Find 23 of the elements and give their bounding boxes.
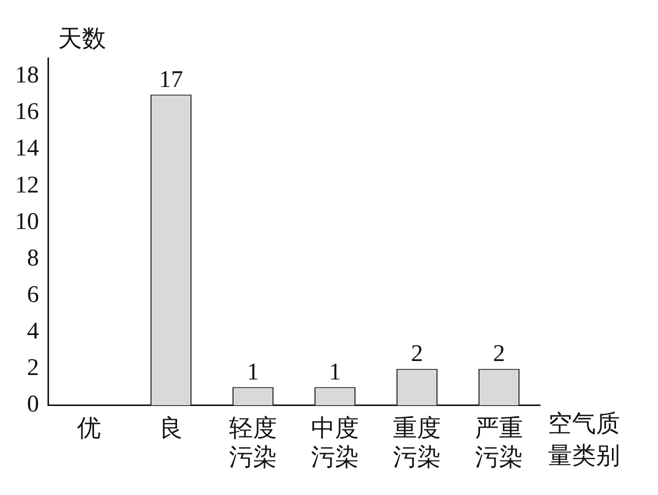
y-tick-label: 2 xyxy=(27,355,39,382)
x-tick-label: 中度污染 xyxy=(311,415,359,471)
x-tick-label: 重度污染 xyxy=(393,415,441,471)
y-tick-label: 8 xyxy=(27,245,39,272)
data-label: 2 xyxy=(411,341,423,368)
data-label: 1 xyxy=(247,359,259,386)
y-tick-label: 12 xyxy=(15,172,39,198)
data-label: 1 xyxy=(329,359,341,386)
y-tick-label: 6 xyxy=(27,282,39,308)
x-tick-label: 严重污染 xyxy=(475,416,523,471)
x-tick-label: 轻度污染 xyxy=(229,415,277,471)
x-tick-label: 良 xyxy=(159,415,183,442)
y-tick-label: 16 xyxy=(15,99,39,126)
y-tick-label: 10 xyxy=(15,208,39,235)
y-tick-label: 18 xyxy=(15,62,39,89)
y-tick-label: 14 xyxy=(15,136,39,162)
data-label: 2 xyxy=(493,341,505,368)
y-tick-label: 0 xyxy=(27,392,39,418)
x-axis-title: 空气质量类别 xyxy=(548,410,620,470)
y-tick-label: 4 xyxy=(27,318,39,345)
y-axis-title: 天数 xyxy=(58,26,106,52)
x-tick-label: 优 xyxy=(77,416,101,442)
data-label: 17 xyxy=(159,66,183,93)
